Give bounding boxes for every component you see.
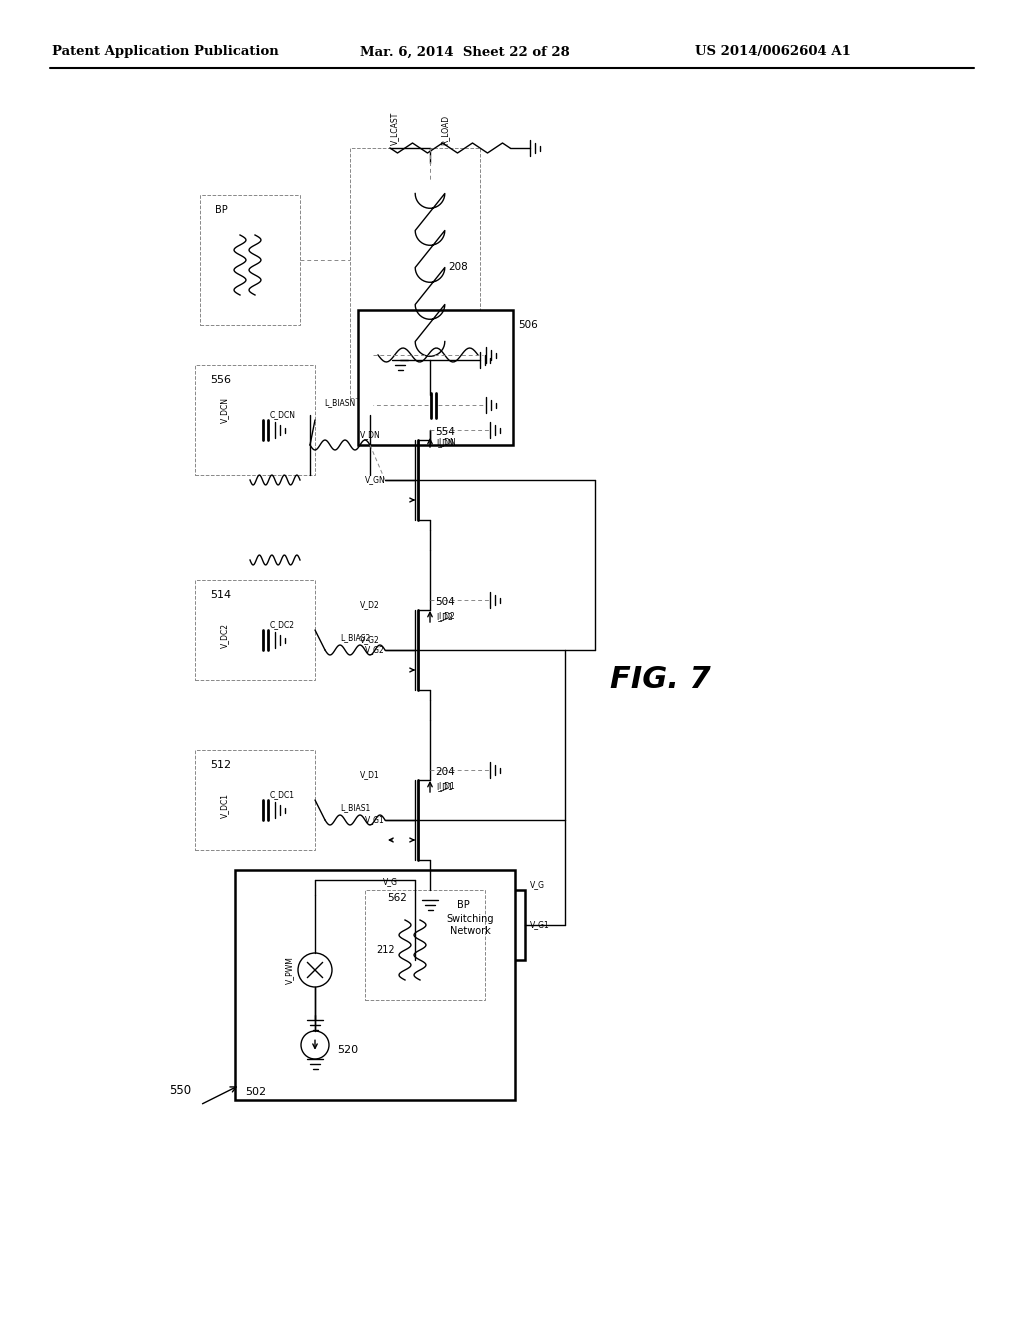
Text: 550: 550: [169, 1084, 191, 1097]
Text: C_DCN: C_DCN: [270, 411, 296, 420]
Text: V_DC2: V_DC2: [220, 623, 229, 648]
Text: V_G2: V_G2: [360, 635, 380, 644]
Text: I_D2: I_D2: [438, 611, 455, 620]
Text: C_DC1: C_DC1: [270, 791, 295, 800]
Text: 504: 504: [435, 597, 455, 607]
Bar: [195, 366, 315, 475]
Text: V_G: V_G: [383, 878, 397, 887]
Text: V_G1: V_G1: [530, 920, 550, 929]
Text: Patent Application Publication: Patent Application Publication: [52, 45, 279, 58]
Text: L_BIASN: L_BIASN: [325, 399, 355, 408]
Text: V_G: V_G: [530, 880, 545, 890]
Text: V_DCN: V_DCN: [220, 397, 229, 422]
Text: BP: BP: [215, 205, 227, 215]
Bar: [234, 870, 515, 1100]
Text: V_LCAST: V_LCAST: [390, 111, 399, 145]
Text: V_D1: V_D1: [360, 771, 380, 780]
Text: L_BIAS1: L_BIAS1: [340, 804, 370, 813]
Text: Mar. 6, 2014  Sheet 22 of 28: Mar. 6, 2014 Sheet 22 of 28: [360, 45, 569, 58]
Text: FIG. 7: FIG. 7: [609, 665, 711, 694]
Text: 204: 204: [435, 767, 455, 777]
Text: V_PWM: V_PWM: [286, 956, 295, 983]
Text: V_G2: V_G2: [365, 645, 385, 655]
Text: I_D1: I_D1: [436, 781, 453, 791]
Text: Switching
Network: Switching Network: [446, 915, 494, 936]
Text: V_D2: V_D2: [360, 601, 380, 610]
Text: 520: 520: [337, 1045, 358, 1055]
Bar: [350, 148, 480, 399]
Text: V_G1: V_G1: [365, 816, 385, 825]
Text: I_DN: I_DN: [438, 437, 456, 446]
Text: BP: BP: [458, 900, 470, 909]
Text: I_DN: I_DN: [436, 438, 454, 447]
Text: I_D2: I_D2: [436, 612, 453, 620]
Text: V_DC1: V_DC1: [220, 792, 229, 817]
Text: 556: 556: [210, 375, 231, 385]
Text: I_D1: I_D1: [438, 781, 455, 791]
Bar: [415, 890, 525, 960]
Text: V_DN: V_DN: [360, 430, 381, 440]
Text: 554: 554: [435, 426, 455, 437]
Text: 514: 514: [210, 590, 231, 601]
Text: 562: 562: [387, 894, 407, 903]
Text: C_DC2: C_DC2: [270, 620, 295, 630]
Bar: [195, 750, 315, 850]
Text: 512: 512: [210, 760, 231, 770]
Bar: [358, 310, 513, 445]
Text: L_BIAS2: L_BIAS2: [340, 634, 370, 643]
Text: 502: 502: [245, 1086, 266, 1097]
Text: R_LOAD: R_LOAD: [440, 115, 450, 145]
Bar: [195, 579, 315, 680]
Text: US 2014/0062604 A1: US 2014/0062604 A1: [695, 45, 851, 58]
Text: 212: 212: [377, 945, 395, 954]
Bar: [200, 195, 300, 325]
Text: 506: 506: [518, 319, 538, 330]
Bar: [365, 890, 485, 1001]
Text: 208: 208: [449, 263, 468, 272]
Text: V_GN: V_GN: [365, 475, 386, 484]
